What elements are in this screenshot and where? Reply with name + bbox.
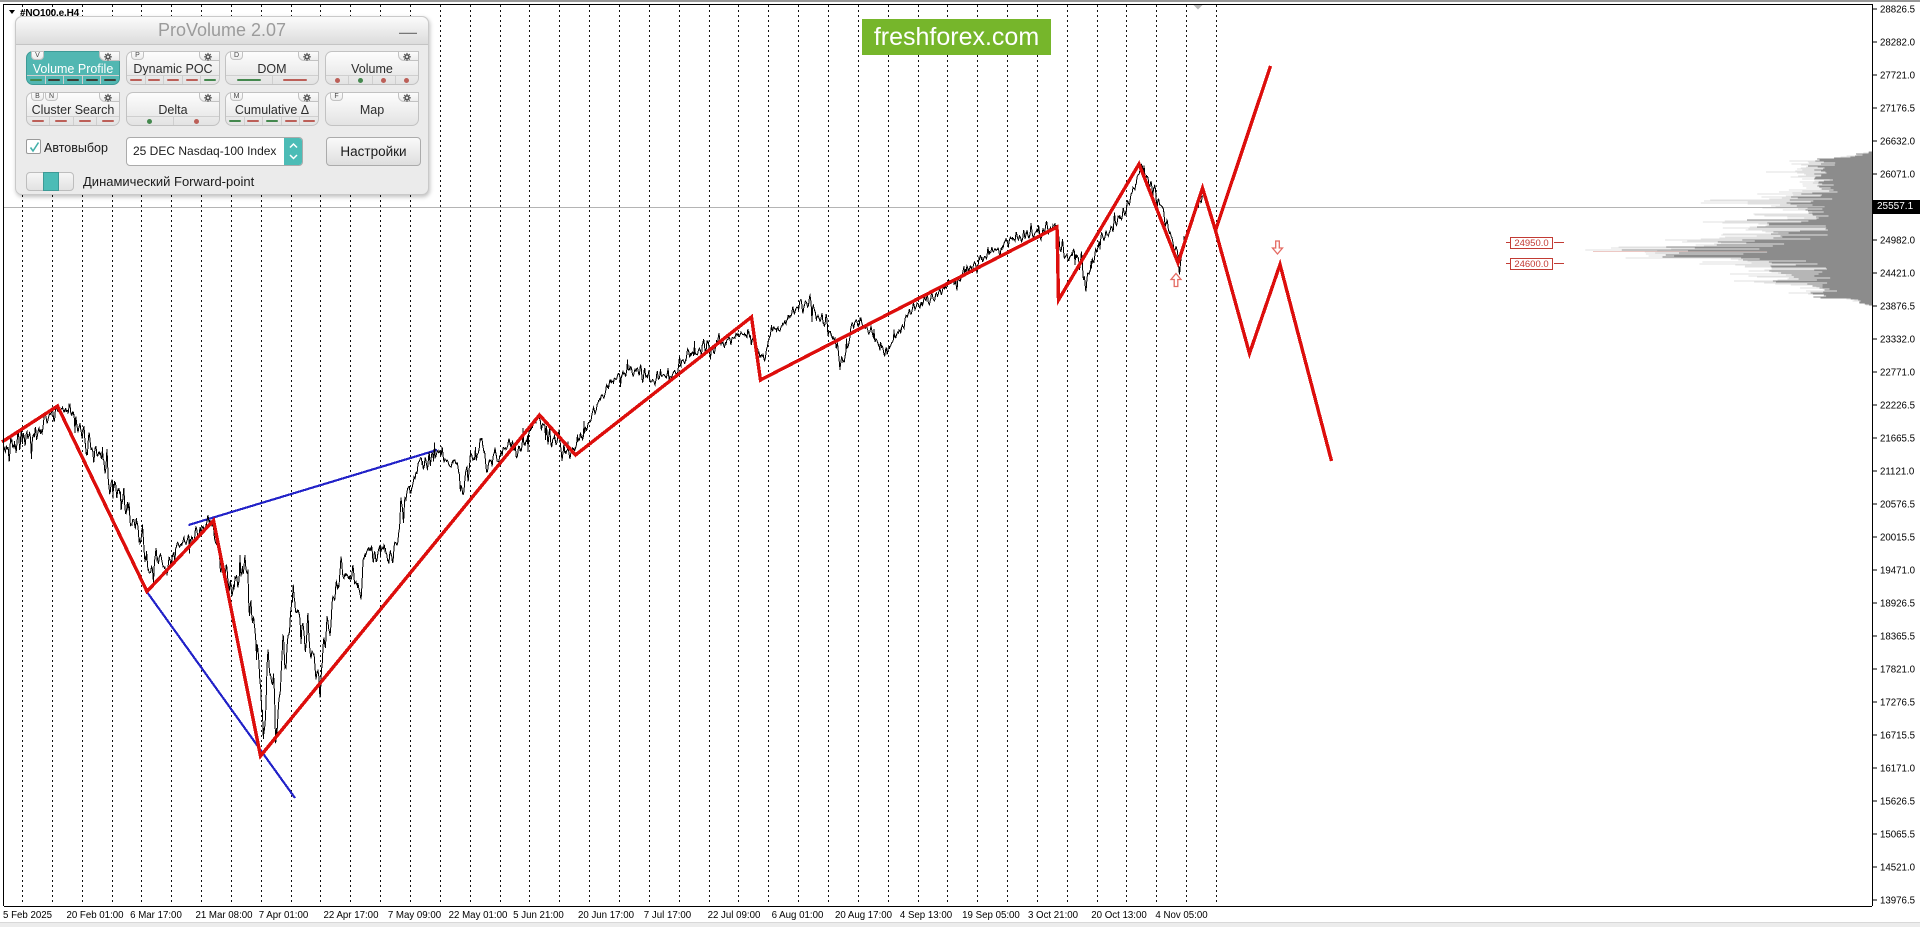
svg-text:21 Mar 08:00: 21 Mar 08:00 <box>195 910 253 921</box>
svg-text:20 Feb 01:00: 20 Feb 01:00 <box>66 910 124 921</box>
svg-text:21665.5: 21665.5 <box>1880 434 1915 445</box>
svg-text:28826.5: 28826.5 <box>1880 5 1915 16</box>
svg-text:18926.5: 18926.5 <box>1880 599 1915 610</box>
svg-text:20 Aug 17:00: 20 Aug 17:00 <box>835 910 893 921</box>
svg-text:26071.0: 26071.0 <box>1880 170 1916 181</box>
svg-text:3 Oct 21:00: 3 Oct 21:00 <box>1028 910 1079 921</box>
svg-text:20 Jun 17:00: 20 Jun 17:00 <box>578 910 635 921</box>
svg-text:19 Sep 05:00: 19 Sep 05:00 <box>962 910 1020 921</box>
svg-text:16715.5: 16715.5 <box>1880 731 1915 742</box>
svg-text:22226.5: 22226.5 <box>1880 401 1915 412</box>
svg-text:4 Nov 05:00: 4 Nov 05:00 <box>1155 910 1208 921</box>
svg-text:7 May 09:00: 7 May 09:00 <box>388 910 442 921</box>
svg-text:15626.5: 15626.5 <box>1880 797 1915 808</box>
svg-text:24421.0: 24421.0 <box>1880 269 1916 280</box>
svg-text:15065.5: 15065.5 <box>1880 830 1915 841</box>
svg-text:17821.0: 17821.0 <box>1880 665 1916 676</box>
svg-text:27176.5: 27176.5 <box>1880 104 1915 115</box>
svg-text:20015.5: 20015.5 <box>1880 533 1915 544</box>
svg-text:22 Apr 17:00: 22 Apr 17:00 <box>324 910 380 921</box>
svg-text:5 Jun 21:00: 5 Jun 21:00 <box>513 910 564 921</box>
svg-text:21121.0: 21121.0 <box>1880 467 1915 478</box>
svg-text:22 May 01:00: 22 May 01:00 <box>449 910 508 921</box>
svg-text:7 Jul 17:00: 7 Jul 17:00 <box>644 910 692 921</box>
svg-text:26632.0: 26632.0 <box>1880 137 1916 148</box>
svg-text:23332.0: 23332.0 <box>1880 335 1916 346</box>
svg-text:22 Jul 09:00: 22 Jul 09:00 <box>708 910 761 921</box>
svg-text:18365.5: 18365.5 <box>1880 632 1915 643</box>
svg-text:6 Mar 17:00: 6 Mar 17:00 <box>130 910 182 921</box>
svg-text:24982.0: 24982.0 <box>1880 236 1916 247</box>
svg-text:20576.5: 20576.5 <box>1880 500 1915 511</box>
svg-text:28282.0: 28282.0 <box>1880 38 1916 49</box>
svg-text:22771.0: 22771.0 <box>1880 368 1916 379</box>
svg-text:27721.0: 27721.0 <box>1880 71 1916 82</box>
svg-text:14521.0: 14521.0 <box>1880 863 1916 874</box>
svg-text:23876.5: 23876.5 <box>1880 302 1915 313</box>
svg-text:17276.5: 17276.5 <box>1880 698 1915 709</box>
svg-text:5 Feb 2025: 5 Feb 2025 <box>3 910 52 921</box>
svg-text:13976.5: 13976.5 <box>1880 896 1915 907</box>
svg-text:16171.0: 16171.0 <box>1880 764 1916 775</box>
svg-text:20 Oct 13:00: 20 Oct 13:00 <box>1091 910 1147 921</box>
svg-text:6 Aug 01:00: 6 Aug 01:00 <box>772 910 824 921</box>
svg-text:7 Apr 01:00: 7 Apr 01:00 <box>259 910 309 921</box>
svg-text:4 Sep 13:00: 4 Sep 13:00 <box>900 910 953 921</box>
svg-text:19471.0: 19471.0 <box>1880 566 1916 577</box>
